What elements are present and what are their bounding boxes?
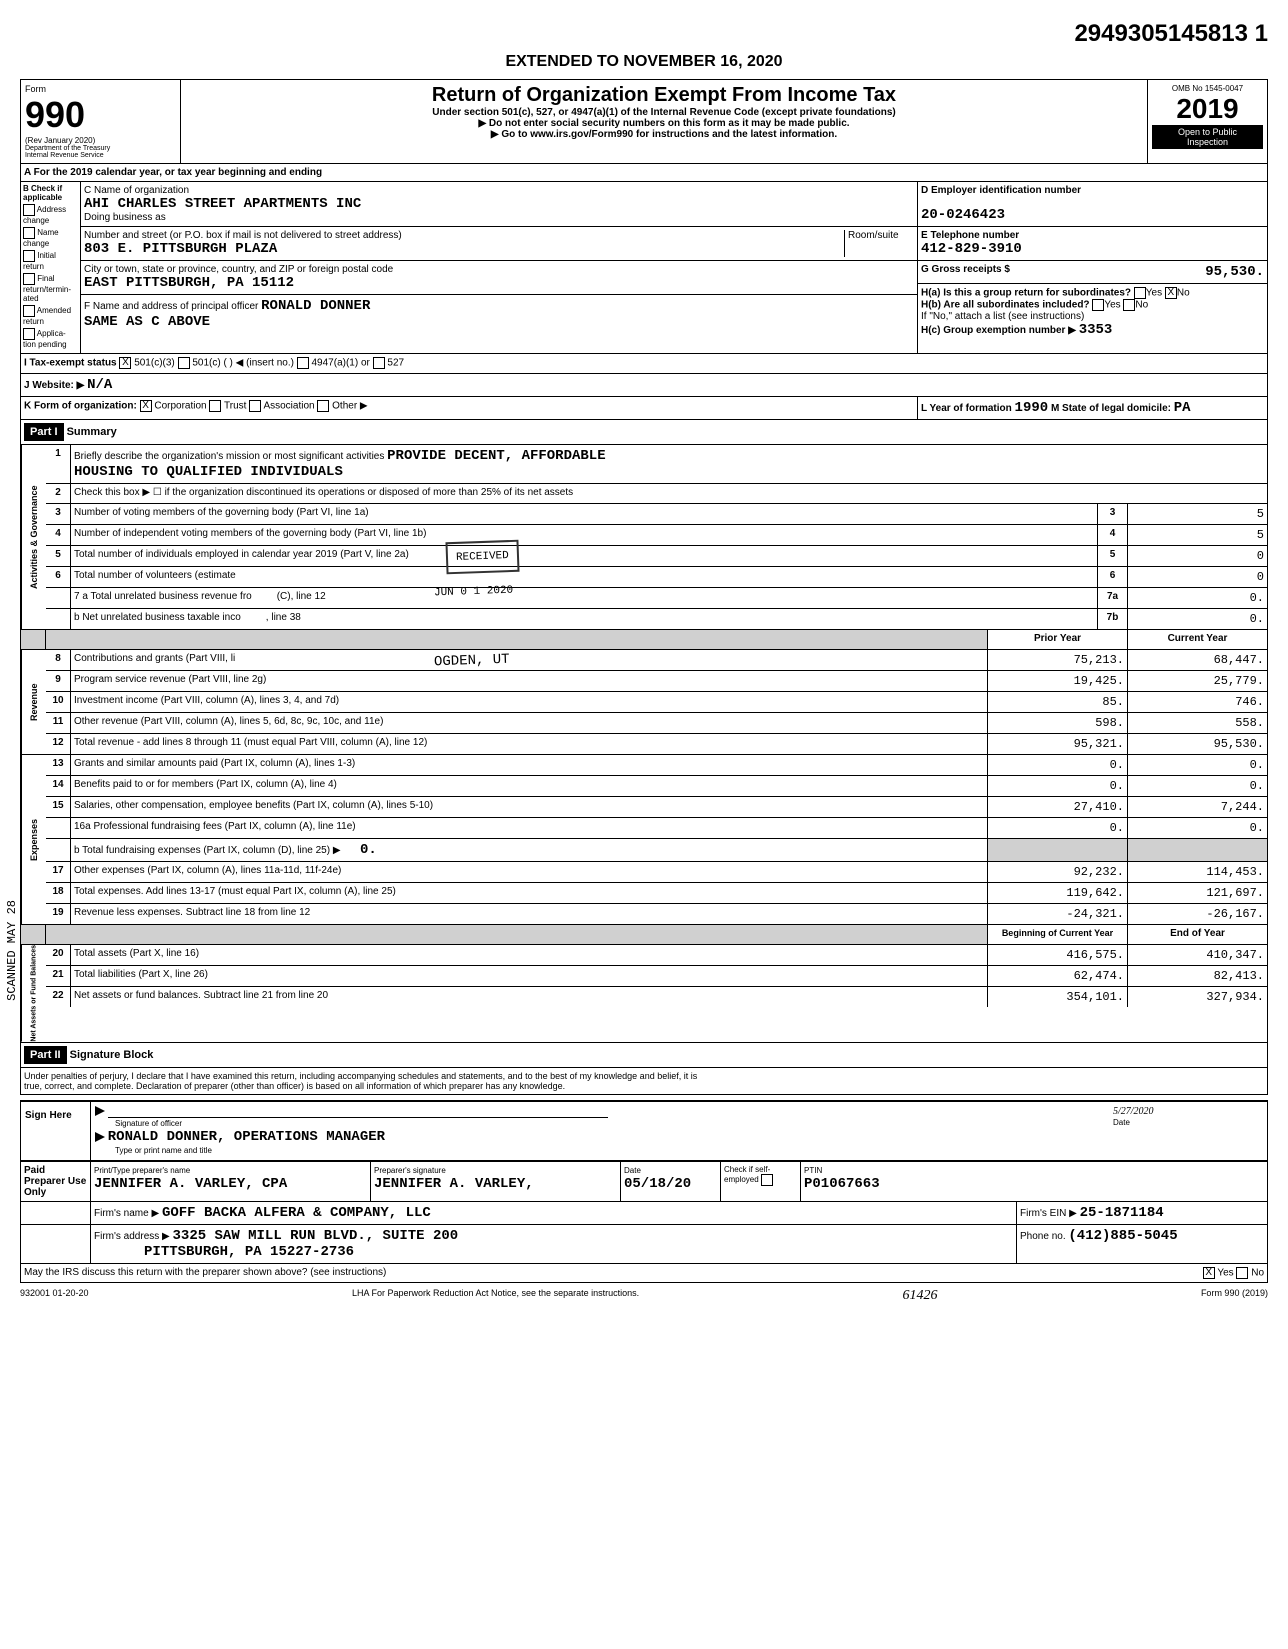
form-title: Return of Organization Exempt From Incom… [185,84,1143,107]
org-name: AHI CHARLES STREET APARTMENTS INC [84,196,361,212]
ogden-stamp: OGDEN, UT [425,643,518,678]
ein: 20-0246423 [921,207,1005,223]
checkbox-column: B Check if applicable Address change Nam… [21,182,81,353]
section-b: B Check if applicable Address change Nam… [20,182,1268,354]
expenses-section: Expenses 13Grants and similar amounts pa… [20,755,1268,925]
org-info-column: C Name of organization AHI CHARLES STREE… [81,182,917,353]
date-stamp: JUN 0 1 2020 [426,576,522,607]
side-stamp: SCANNED MAY 28 [5,900,19,1001]
hand-date: 5/27/2020 [1113,1106,1154,1117]
balance-header-row: Beginning of Current Year End of Year [20,925,1268,945]
form-number: 990 [25,94,176,136]
right-column: D Employer identification number 20-0246… [917,182,1267,353]
netassets-section: Net Assets or Fund Balances 20Total asse… [20,945,1268,1043]
form-header: Form 990 (Rev January 2020) Department o… [20,79,1268,164]
activities-section: Activities & Governance 1 Briefly descri… [20,445,1268,630]
form-org-row: K Form of organization: X Corporation Tr… [20,397,1268,420]
open-inspection-badge: Open to PublicInspection [1152,125,1263,149]
row-a-tax-year: A For the 2019 calendar year, or tax yea… [20,164,1268,182]
part2-header: Part II Signature Block [20,1043,1268,1068]
perjury-text: Under penalties of perjury, I declare th… [20,1068,1268,1095]
org-city: EAST PITTSBURGH, PA 15112 [84,275,294,291]
irs-discuss-row: May the IRS discuss this return with the… [20,1264,1268,1283]
extended-date: EXTENDED TO NOVEMBER 16, 2020 [20,53,1268,71]
header-year-block: OMB No 1545-0047 2019 Open to PublicInsp… [1147,80,1267,163]
part1-header: Part I Summary [20,420,1268,445]
received-stamp: RECEIVED [445,540,519,575]
phone: 412-829-3910 [921,241,1022,257]
header-title-block: Return of Organization Exempt From Incom… [181,80,1147,163]
document-number: 2949305145813 1 [20,20,1268,48]
gross-receipts: 95,530. [1205,264,1264,280]
signature-block: Sign Here Signature of officer 5/27/2020… [20,1100,1268,1162]
year-header-row: Prior Year Current Year [20,630,1268,650]
triangle-icon [95,1106,105,1116]
form-id-block: Form 990 (Rev January 2020) Department o… [21,80,181,163]
org-address: 803 E. PITTSBURGH PLAZA [84,241,277,257]
tax-status-row: I Tax-exempt status X 501(c)(3) 501(c) (… [20,354,1268,374]
footer: 932001 01-20-20 LHA For Paperwork Reduct… [20,1288,1268,1304]
website-row: J Website: ▶ N/A [20,374,1268,397]
triangle-icon [95,1132,105,1142]
preparer-block: Paid Preparer Use Only Print/Type prepar… [20,1162,1268,1264]
hand-number: 61426 [903,1288,938,1304]
revenue-section: Revenue 8Contributions and grants (Part … [20,650,1268,755]
